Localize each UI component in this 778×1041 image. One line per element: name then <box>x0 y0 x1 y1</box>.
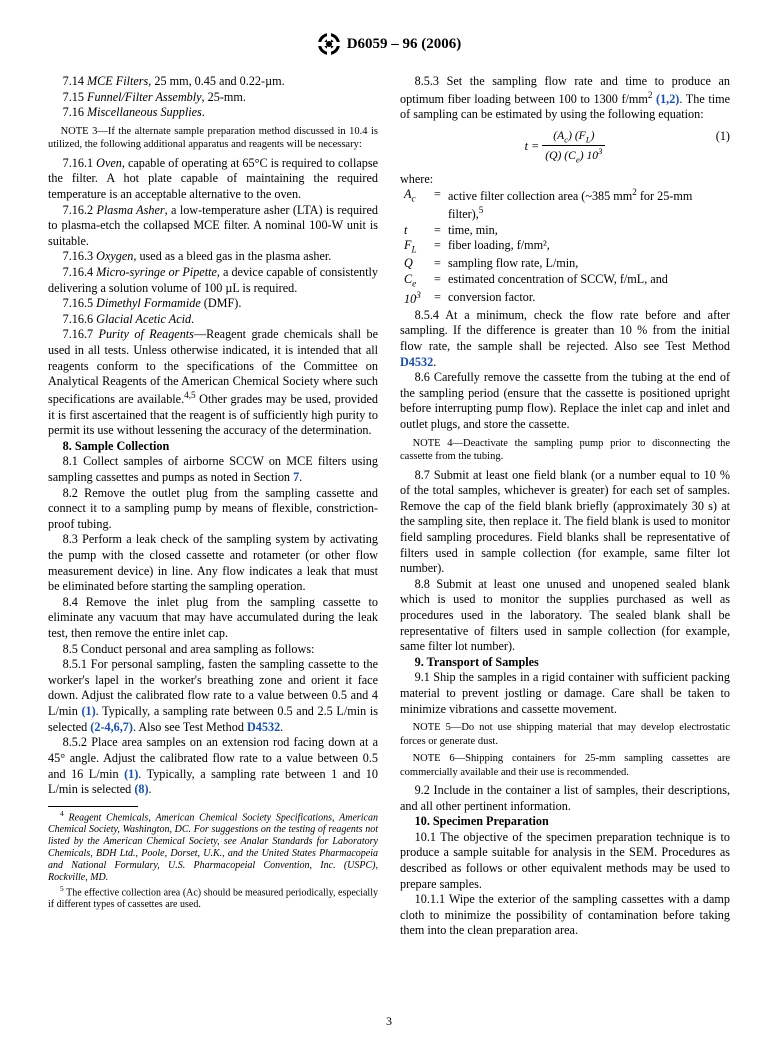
para-7-16-4: 7.16.4 Micro-syringe or Pipette, a devic… <box>48 265 378 296</box>
para-10-1: 10.1 The objective of the specimen prepa… <box>400 830 730 892</box>
para-7-16-2: 7.16.2 Plasma Asher, a low-temperature a… <box>48 203 378 250</box>
ref-2-4-6-7[interactable]: (2-4,6,7) <box>90 720 133 734</box>
para-8-5-4: 8.5.4 At a minimum, check the flow rate … <box>400 308 730 370</box>
para-8-6: 8.6 Carefully remove the cassette from t… <box>400 370 730 432</box>
para-7-16: 7.16 Miscellaneous Supplies. <box>48 105 378 121</box>
note-3: NOTE 3—If the alternate sample preparati… <box>48 125 378 152</box>
para-7-16-5: 7.16.5 Dimethyl Formamide (DMF). <box>48 296 378 312</box>
para-7-16-7: 7.16.7 Purity of Reagents—Reagent grade … <box>48 327 378 438</box>
section-8-head: 8. Sample Collection <box>48 439 378 455</box>
astm-logo-icon <box>317 32 341 56</box>
para-8-1: 8.1 Collect samples of airborne SCCW on … <box>48 454 378 485</box>
ref-1a[interactable]: (1) <box>81 704 95 718</box>
para-8-5: 8.5 Conduct personal and area sampling a… <box>48 642 378 658</box>
where-list: Ac=active filter collection area (~385 m… <box>400 187 730 308</box>
para-8-4: 8.4 Remove the inlet plug from the sampl… <box>48 595 378 642</box>
ref-1b[interactable]: (1) <box>124 767 138 781</box>
where-FL: FL=fiber loading, f/mm², <box>400 238 730 256</box>
para-10-1-1: 10.1.1 Wipe the exterior of the sampling… <box>400 892 730 939</box>
section-10-head: 10. Specimen Preparation <box>400 814 730 830</box>
footnote-block: 4 Reagent Chemicals, American Chemical S… <box>48 806 378 912</box>
where-Ce: Ce=estimated concentration of SCCW, f/mL… <box>400 272 730 290</box>
page-header: D6059 – 96 (2006) <box>48 32 730 56</box>
para-8-8: 8.8 Submit at least one unused and unope… <box>400 577 730 655</box>
para-8-3: 8.3 Perform a leak check of the sampling… <box>48 532 378 594</box>
footnote-4: 4 Reagent Chemicals, American Chemical S… <box>48 809 378 884</box>
para-8-5-2: 8.5.2 Place area samples on an extension… <box>48 735 378 797</box>
para-7-16-1: 7.16.1 Oven, capable of operating at 65°… <box>48 156 378 203</box>
para-8-7: 8.7 Submit at least one field blank (or … <box>400 468 730 577</box>
page: D6059 – 96 (2006) 7.14 MCE Filters, 25 m… <box>0 0 778 1041</box>
where-Ac: Ac=active filter collection area (~385 m… <box>400 187 730 222</box>
page-number: 3 <box>0 1014 778 1029</box>
where-t: t=time, min, <box>400 223 730 239</box>
equation-1: t = (Ac) (FL) (Q) (Ce) 103 (1) <box>400 129 730 166</box>
body-columns: 7.14 MCE Filters, 25 mm, 0.45 and 0.22-µ… <box>48 74 730 939</box>
para-8-5-3: 8.5.3 Set the sampling flow rate and tim… <box>400 74 730 123</box>
where-label: where: <box>400 172 730 188</box>
where-Q: Q=sampling flow rate, L/min, <box>400 256 730 272</box>
footnote-5: 5 The effective collection area (Ac) sho… <box>48 884 378 911</box>
ref-d4532-a[interactable]: D4532 <box>247 720 280 734</box>
para-7-14: 7.14 MCE Filters, 25 mm, 0.45 and 0.22-µ… <box>48 74 378 90</box>
para-9-2: 9.2 Include in the container a list of s… <box>400 783 730 814</box>
para-7-15: 7.15 Funnel/Filter Assembly, 25-mm. <box>48 90 378 106</box>
note-4: NOTE 4—Deactivate the sampling pump prio… <box>400 437 730 464</box>
section-9-head: 9. Transport of Samples <box>400 655 730 671</box>
para-9-1: 9.1 Ship the samples in a rigid containe… <box>400 670 730 717</box>
designation: D6059 – 96 (2006) <box>347 36 462 53</box>
ref-1-2[interactable]: (1,2) <box>656 92 679 106</box>
para-8-5-1: 8.5.1 For personal sampling, fasten the … <box>48 657 378 735</box>
ref-d4532-b[interactable]: D4532 <box>400 355 433 369</box>
para-8-2: 8.2 Remove the outlet plug from the samp… <box>48 486 378 533</box>
note-6: NOTE 6—Shipping containers for 25-mm sam… <box>400 752 730 779</box>
where-103: 103=conversion factor. <box>400 290 730 308</box>
note-5: NOTE 5—Do not use shipping material that… <box>400 721 730 748</box>
para-7-16-6: 7.16.6 Glacial Acetic Acid. <box>48 312 378 328</box>
ref-8[interactable]: (8) <box>134 782 148 796</box>
para-7-16-3: 7.16.3 Oxygen, used as a bleed gas in th… <box>48 249 378 265</box>
footnote-rule <box>48 806 138 807</box>
